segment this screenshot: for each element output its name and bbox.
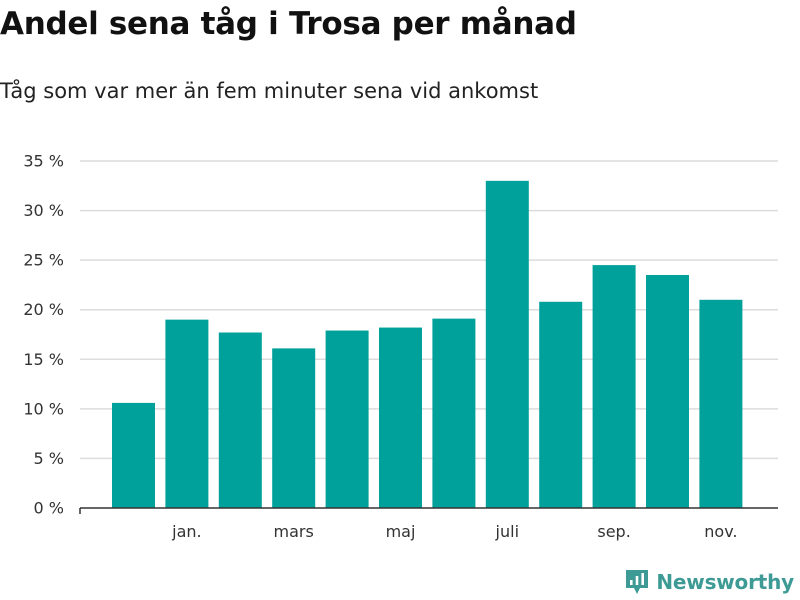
y-tick-label: 35 %	[23, 152, 64, 171]
bar-dec	[112, 402, 155, 508]
y-tick-label: 30 %	[23, 201, 64, 220]
brand-name: Newsworthy	[656, 570, 794, 594]
y-tick-label: 10 %	[23, 399, 64, 418]
bar-jan	[165, 319, 209, 508]
chart-title: Andel sena tåg i Trosa per månad	[0, 6, 577, 42]
bar-okt	[646, 275, 689, 508]
x-axis	[79, 507, 778, 514]
x-axis-tick-labels: jan. mars maj juli sep. nov.	[171, 522, 737, 541]
y-tick-label: 15 %	[23, 350, 64, 369]
y-tick-label: 0 %	[34, 499, 64, 518]
bar-apr	[325, 330, 369, 508]
y-tick-label: 25 %	[23, 251, 64, 270]
x-tick-label: nov.	[704, 522, 737, 541]
bars	[112, 180, 743, 509]
bar-feb	[218, 332, 262, 508]
bar-nov	[699, 299, 743, 508]
bar-maj	[379, 327, 422, 508]
x-tick-label: jan.	[171, 522, 201, 541]
x-tick-label: maj	[386, 522, 416, 541]
y-tick-label: 5 %	[34, 449, 64, 468]
y-tick-label: 20 %	[23, 300, 64, 319]
bar-juni	[432, 318, 476, 508]
x-tick-label: juli	[495, 522, 519, 541]
bar-juli	[485, 180, 529, 509]
y-axis-tick-labels: 0 % 5 % 10 % 15 % 20 % 25 % 30 % 35 %	[23, 152, 64, 518]
brand-logo: Newsworthy	[624, 568, 794, 596]
chart-subtitle: Tåg som var mer än fem minuter sena vid …	[0, 79, 539, 103]
bar-aug	[539, 301, 583, 508]
bar-sep	[592, 265, 636, 508]
x-tick-label: sep.	[597, 522, 630, 541]
x-tick-label: mars	[274, 522, 314, 541]
bar-mars	[272, 348, 316, 508]
newsworthy-logo-icon	[626, 570, 649, 594]
